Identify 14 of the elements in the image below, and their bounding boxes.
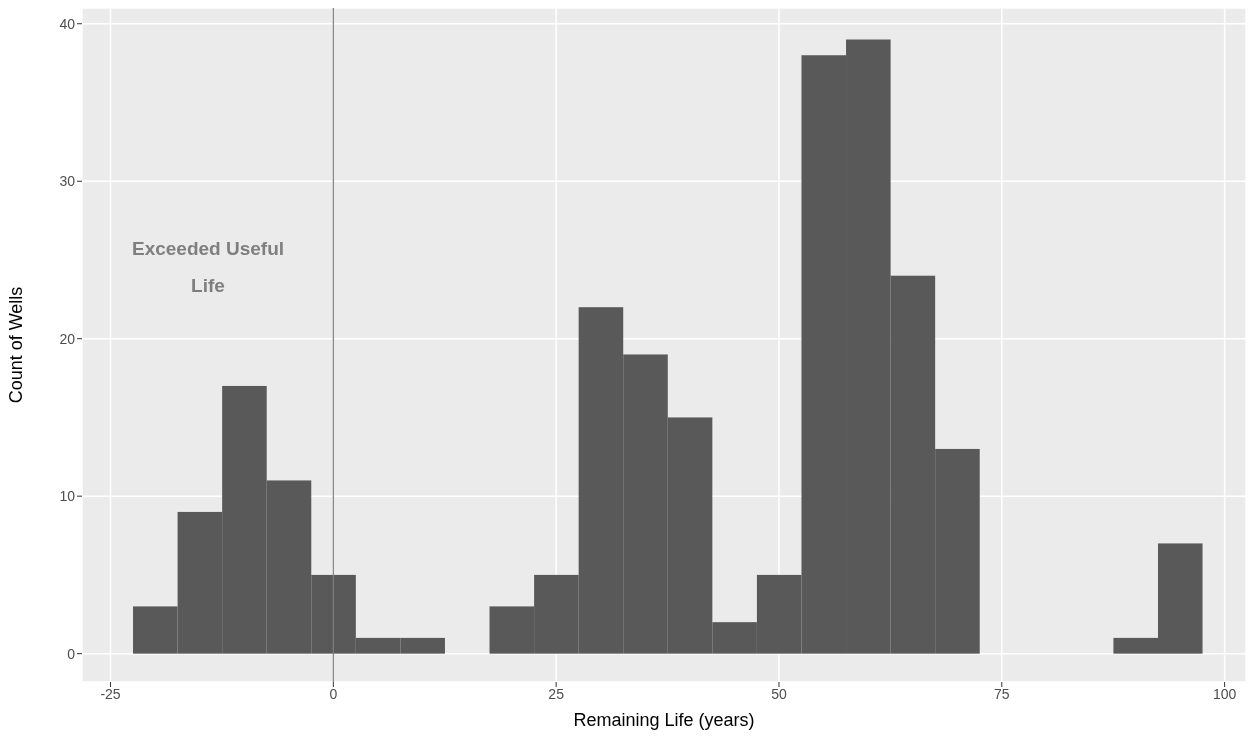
annotation: Exceeded Useful Life: [130, 237, 286, 298]
y-tick-label: 40: [59, 15, 76, 32]
x-tick-label: 0: [329, 685, 338, 702]
y-tick-label: 10: [59, 488, 76, 505]
x-tick-label: 75: [994, 685, 1010, 702]
x-tick-label: 50: [771, 685, 787, 702]
x-tick-label: 100: [1212, 685, 1237, 702]
x-tick-label: -25: [100, 685, 121, 702]
y-axis-title: Count of Wells: [6, 286, 27, 404]
y-tick-label: 0: [67, 645, 76, 662]
x-axis-title: Remaining Life (years): [573, 710, 755, 730]
y-tick-label: 20: [59, 330, 76, 347]
y-tick-label: 30: [59, 173, 76, 190]
x-tick-label: 25: [548, 685, 565, 702]
